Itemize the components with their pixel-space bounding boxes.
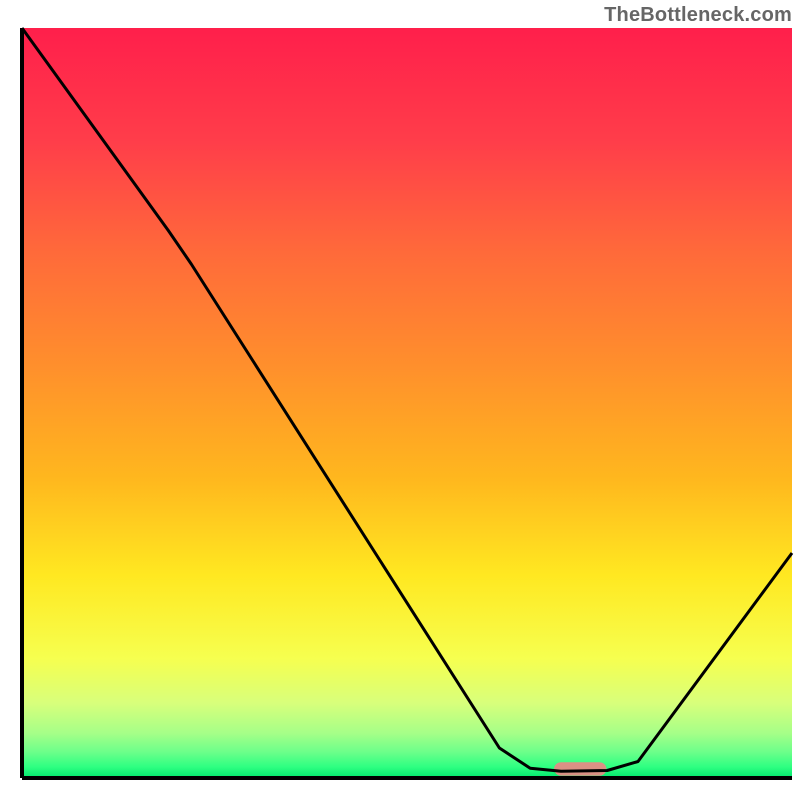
optimal-marker [554, 762, 606, 776]
plot-background [22, 28, 792, 778]
watermark-text: TheBottleneck.com [604, 4, 792, 27]
bottleneck-chart [0, 0, 800, 800]
chart-container: TheBottleneck.com [0, 0, 800, 800]
